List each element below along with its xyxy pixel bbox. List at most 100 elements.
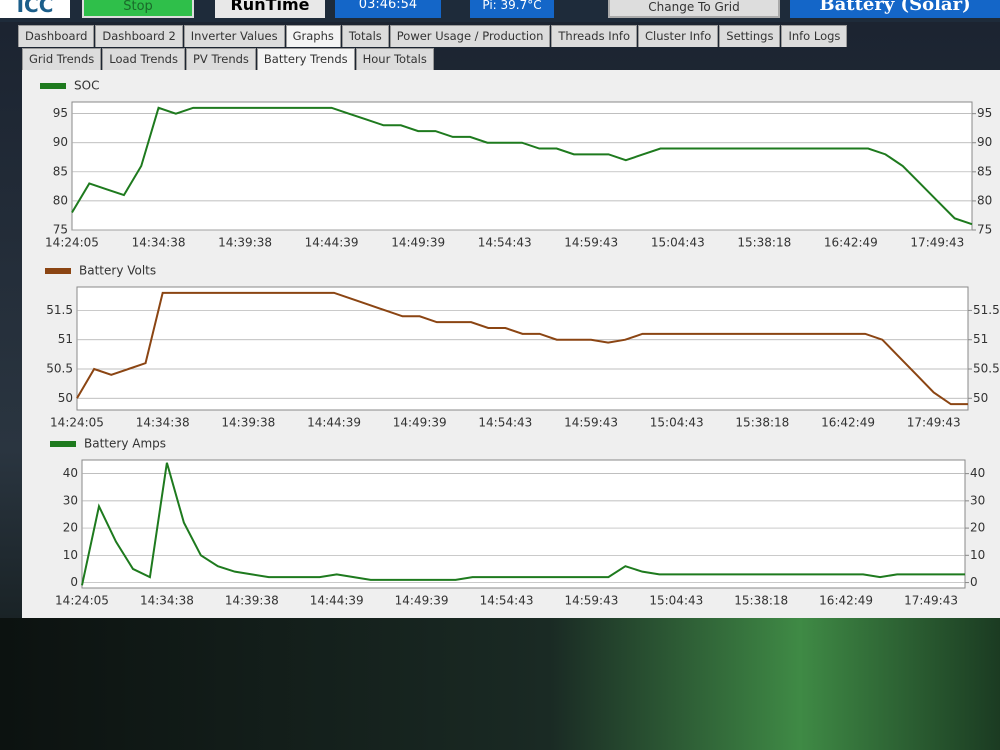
x-tick-label: 14:54:43: [480, 594, 534, 608]
x-tick-label: 17:49:43: [904, 594, 958, 608]
data-line: [81, 462, 965, 586]
plot-area: [71, 101, 973, 231]
x-tick-label: 14:24:05: [45, 236, 99, 250]
x-tick-label: 15:04:43: [650, 416, 704, 430]
x-tick-label: 14:44:39: [310, 594, 364, 608]
x-tick-label: 15:38:18: [734, 594, 788, 608]
y2-tick-label: 51.5: [973, 303, 1000, 317]
y-tick-label: 0: [70, 575, 78, 589]
x-tick-label: 15:04:43: [651, 236, 705, 250]
tab[interactable]: Threads Info: [551, 25, 638, 47]
x-tick-label: 14:24:05: [50, 416, 104, 430]
tabs: Dashboard Dashboard 2 Inverter Values Graph…: [18, 25, 848, 47]
x-tick-label: 15:38:18: [737, 236, 791, 250]
y2-tick-label: 80: [977, 193, 992, 207]
y-tick-label: 10: [63, 548, 78, 562]
plot-area: [81, 459, 966, 589]
legend-swatch: [50, 441, 76, 447]
tab[interactable]: Inverter Values: [183, 25, 285, 47]
tab[interactable]: PV Trends: [185, 48, 256, 70]
data-line: [76, 291, 968, 406]
x-tick-label: 14:49:39: [391, 236, 445, 250]
y2-tick-label: 20: [970, 521, 985, 535]
y-tick-label: 75: [53, 223, 68, 237]
top-bar: ICC Stop RunTime 03:46:54 Pi: 39.7°C Cha…: [0, 0, 1000, 22]
pi-temp: Pi: 39.7°C: [470, 0, 554, 18]
x-tick-label: 14:39:38: [221, 416, 275, 430]
runtime: 03:46:54: [335, 0, 441, 18]
tab[interactable]: Settings: [719, 25, 781, 47]
tab[interactable]: Dashboard 2: [95, 25, 183, 47]
x-tick-label: 14:34:38: [140, 594, 194, 608]
logo: ICC: [0, 0, 70, 18]
tab[interactable]: Power Usage / Production: [389, 25, 551, 47]
tab[interactable]: Info Logs: [781, 25, 848, 47]
legend-label: Battery Amps: [84, 437, 166, 451]
y2-tick-label: 40: [970, 466, 985, 480]
legend-label: Battery Volts: [79, 264, 156, 278]
x-tick-label: 16:42:49: [821, 416, 875, 430]
subtabs: Grid Trends Load Trends PV Trends Battery T…: [22, 48, 435, 70]
x-tick-label: 14:39:38: [218, 236, 272, 250]
stop-button[interactable]: Stop: [82, 0, 194, 18]
y2-tick-label: 50: [973, 391, 988, 405]
x-tick-label: 14:44:39: [305, 236, 359, 250]
y2-tick-label: 75: [977, 223, 992, 237]
y2-tick-label: 30: [970, 493, 985, 507]
x-tick-label: 16:42:49: [824, 236, 878, 250]
tab[interactable]: Totals: [341, 25, 389, 47]
y2-tick-label: 10: [970, 548, 985, 562]
y2-tick-label: 51: [973, 332, 988, 346]
y-tick-label: 40: [63, 466, 78, 480]
tab[interactable]: Dashboard: [18, 25, 95, 47]
runtime-label: RunTime: [215, 0, 325, 18]
y2-tick-label: 50.5: [973, 362, 1000, 376]
y-tick-label: 85: [53, 164, 68, 178]
tab[interactable]: Cluster Info: [638, 25, 719, 47]
y2-tick-label: 95: [977, 106, 992, 120]
tab[interactable]: Graphs: [285, 25, 341, 47]
x-tick-label: 14:54:43: [478, 416, 532, 430]
y-tick-label: 30: [63, 493, 78, 507]
charts: 75 80 85 90 95 75 80 85 90 95 SOC 14:24:05 14:34:38 1…: [40, 79, 1000, 608]
y2-tick-label: 0: [970, 575, 978, 589]
change-mode-button[interactable]: Change To Grid: [608, 0, 780, 18]
y-tick-label: 90: [53, 135, 68, 149]
x-tick-label: 14:24:05: [55, 594, 109, 608]
legend-label: SOC: [74, 79, 99, 93]
x-tick-label: 14:59:43: [564, 236, 618, 250]
y2-tick-label: 85: [977, 164, 992, 178]
x-tick-label: 16:42:49: [819, 594, 873, 608]
x-tick-label: 17:49:43: [910, 236, 964, 250]
tab[interactable]: Load Trends: [102, 48, 185, 70]
x-tick-label: 14:39:38: [225, 594, 279, 608]
y-tick-label: 80: [53, 193, 68, 207]
y-tick-label: 50: [58, 391, 73, 405]
data-line: [71, 106, 973, 226]
x-tick-label: 15:04:43: [649, 594, 703, 608]
y-tick-label: 51.5: [46, 303, 73, 317]
panel: 75 80 85 90 95 75 80 85 90 95 SOC 14:24:05 14:34:38 1…: [22, 70, 1000, 618]
y-tick-label: 50.5: [46, 362, 73, 376]
x-tick-label: 14:54:43: [478, 236, 532, 250]
legend-swatch: [45, 268, 71, 274]
x-tick-label: 15:38:18: [735, 416, 789, 430]
x-tick-label: 14:49:39: [395, 594, 449, 608]
x-tick-label: 14:44:39: [307, 416, 361, 430]
x-tick-label: 14:49:39: [393, 416, 447, 430]
tab[interactable]: Battery Trends: [256, 48, 355, 70]
x-tick-label: 17:49:43: [907, 416, 961, 430]
x-tick-label: 14:34:38: [132, 236, 186, 250]
background: [0, 618, 1000, 750]
x-tick-label: 14:59:43: [564, 416, 618, 430]
plot-area: [76, 286, 969, 411]
legend-swatch: [40, 83, 66, 89]
y-tick-label: 51: [58, 332, 73, 346]
x-tick-label: 14:34:38: [136, 416, 190, 430]
y2-tick-label: 90: [977, 135, 992, 149]
mode: Battery (Solar): [790, 0, 1000, 18]
tab[interactable]: Hour Totals: [355, 48, 434, 70]
y-tick-label: 20: [63, 521, 78, 535]
tab[interactable]: Grid Trends: [22, 48, 102, 70]
